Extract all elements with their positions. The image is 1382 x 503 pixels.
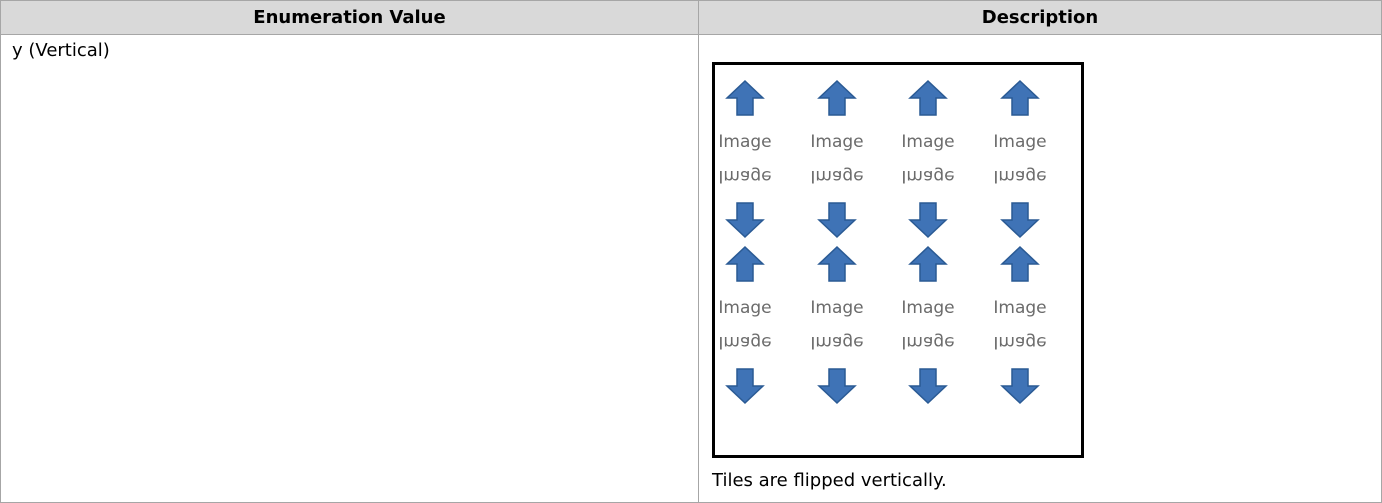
arrow-up — [725, 79, 765, 116]
arrow-down — [817, 202, 857, 239]
arrow-up — [908, 79, 948, 116]
tile-label-flipped: Image — [993, 332, 1046, 352]
tile-label-flipped: Image — [718, 166, 771, 186]
tile-label-flipped: Image — [810, 166, 863, 186]
illustration: Image Image Image Image Image Image Image Image… — [712, 62, 1084, 458]
tile-label: Image — [901, 132, 954, 152]
tile-label: Image — [718, 298, 771, 318]
tile-label: Image — [993, 132, 1046, 152]
arrow-up — [817, 79, 857, 116]
arrow-down — [817, 368, 857, 405]
arrow-down — [908, 368, 948, 405]
tile-label-flipped: Image — [901, 166, 954, 186]
tile-label-flipped: Image — [810, 332, 863, 352]
arrow-down — [908, 202, 948, 239]
tile-label: Image — [810, 298, 863, 318]
caption: Tiles are flipped vertically. — [712, 470, 947, 491]
tile-label-flipped: Image — [901, 332, 954, 352]
tile-label: Image — [810, 132, 863, 152]
arrow-down — [1000, 368, 1040, 405]
header-cell: Enumeration Value — [0, 0, 699, 35]
tile-label: Image — [901, 298, 954, 318]
arrow-up — [1000, 79, 1040, 116]
header-text: Description — [981, 7, 1099, 28]
table-cell — [0, 34, 699, 503]
arrow-up — [725, 245, 765, 282]
arrow-up — [817, 245, 857, 282]
tile-label-flipped: Image — [718, 332, 771, 352]
arrow-up — [908, 245, 948, 282]
tile-label: Image — [993, 298, 1046, 318]
tile-label: Image — [718, 132, 771, 152]
arrow-up — [1000, 245, 1040, 282]
header-cell: Description — [698, 0, 1382, 35]
arrow-down — [1000, 202, 1040, 239]
cell-text: y (Vertical) — [12, 40, 110, 61]
tile-label-flipped: Image — [993, 166, 1046, 186]
header-text: Enumeration Value — [253, 7, 446, 28]
arrow-down — [725, 368, 765, 405]
arrow-down — [725, 202, 765, 239]
